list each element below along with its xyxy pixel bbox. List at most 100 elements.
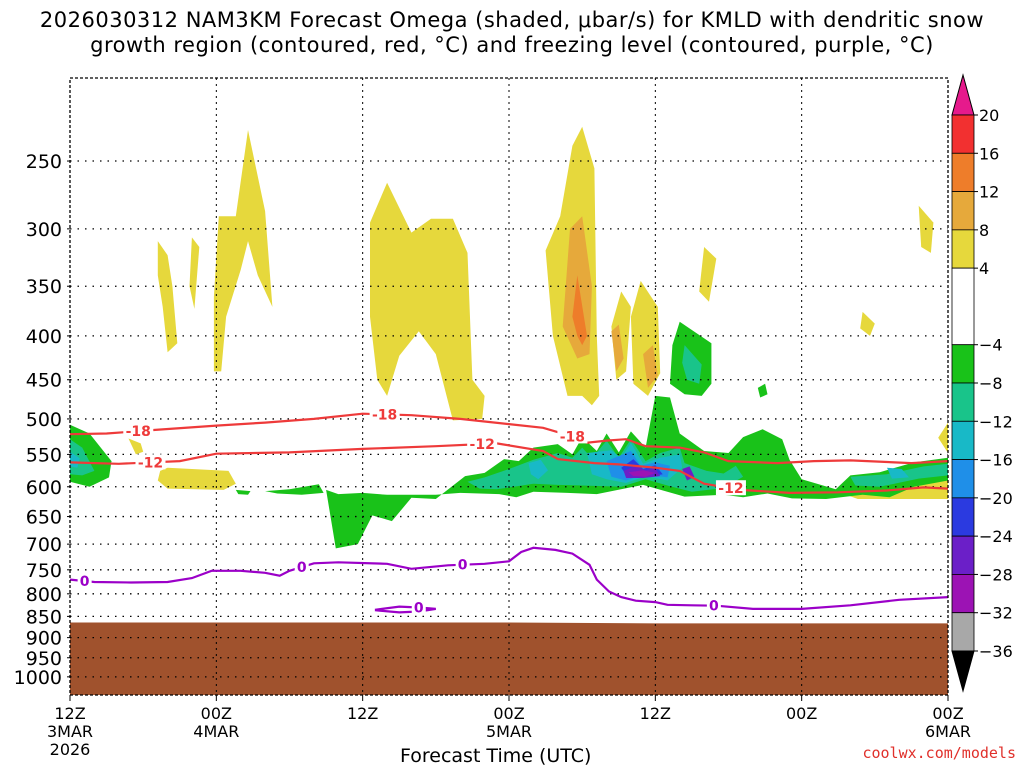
contour-label-bg: [706, 597, 721, 613]
colorbar-label--12: −12: [979, 412, 1013, 431]
colorbar-band-11: [951, 574, 975, 614]
colorbar-label-20: 20: [979, 106, 999, 125]
colorbar-band-4: [951, 267, 975, 346]
contour-label-bg: [77, 573, 92, 589]
colorbar-label-4: 4: [979, 259, 989, 278]
colorbar-band-1: [951, 152, 975, 192]
colorbar-label--4: −4: [979, 336, 1003, 355]
y-tick-label-500: 500: [26, 409, 62, 431]
contour-line-2: [69, 546, 949, 610]
x-tick-label: 00Z: [493, 704, 524, 723]
contour-label-bg: [455, 556, 470, 572]
colorbar-label-16: 16: [979, 144, 999, 163]
y-tick-label-350: 350: [26, 276, 62, 298]
colorbar-band-0: [951, 114, 975, 154]
contour-label: 0: [297, 560, 307, 576]
contour-label-bg: [135, 454, 166, 470]
x-tick-label: 3MAR: [47, 722, 93, 741]
contour-label: -12: [138, 455, 163, 471]
x-tick-label: 6MAR: [925, 722, 971, 741]
colorbar-label--20: −20: [979, 489, 1013, 508]
contour-label: 0: [80, 574, 90, 590]
y-tick-label-950: 950: [26, 648, 62, 670]
y-tick-label-700: 700: [26, 534, 62, 556]
x-tick-label: 2026: [50, 740, 91, 759]
colorbar-label--16: −16: [979, 451, 1013, 470]
y-tick-label-1000: 1000: [14, 667, 62, 689]
y-tick-label-900: 900: [26, 628, 62, 650]
contour-label-bg: [411, 599, 426, 615]
omega-region-31: [528, 459, 548, 480]
y-tick-label-600: 600: [26, 477, 62, 499]
x-tick-label: 12Z: [347, 704, 378, 723]
contour-label-bg: [123, 423, 154, 439]
omega-region-17: [643, 345, 658, 388]
plot-frame: [69, 77, 949, 696]
y-tick-label-800: 800: [26, 584, 62, 606]
y-tick-label-450: 450: [26, 370, 62, 392]
contour-line-1: [69, 442, 949, 495]
y-tick-label-650: 650: [26, 507, 62, 529]
omega-region-3: [370, 182, 485, 421]
x-tick-label: 00Z: [201, 704, 232, 723]
omega-region-11: [938, 422, 948, 453]
omega-region-33: [887, 467, 909, 479]
contour-label: -18: [560, 429, 585, 445]
chart-title-line-2: growth region (contoured, red, °C) and f…: [90, 33, 934, 57]
y-tick-label-850: 850: [26, 606, 62, 628]
omega-region-13: [157, 467, 236, 490]
colorbar-band-6: [951, 382, 975, 422]
colorbar-bottom-arrow: [951, 650, 975, 693]
colorbar-label--24: −24: [979, 527, 1013, 546]
omega-region-12: [128, 438, 144, 455]
colorbar-band-8: [951, 459, 975, 499]
contour-line-3: [374, 605, 436, 614]
contour-label: -18: [126, 424, 151, 440]
x-tick-label: 00Z: [932, 704, 963, 723]
colorbar-label-12: 12: [979, 183, 999, 202]
omega-region-38: [628, 470, 656, 477]
omega-region-25: [235, 489, 251, 495]
site-credit[interactable]: coolwx.com/models: [862, 744, 1016, 762]
colorbar-label--32: −32: [979, 604, 1013, 623]
terrain-below-ground: [70, 622, 948, 695]
plot-area: [70, 78, 948, 695]
y-tick-label-300: 300: [26, 219, 62, 241]
omega-region-23: [757, 383, 768, 398]
omega-region-28: [682, 345, 702, 384]
x-tick-label: 00Z: [786, 704, 817, 723]
x-tick-label: 4MAR: [193, 722, 239, 741]
omega-region-8: [860, 311, 875, 336]
colorbar-band-3: [951, 229, 975, 269]
omega-region-1: [189, 237, 200, 309]
y-tick-label-250: 250: [26, 151, 62, 173]
contour-label: -18: [372, 407, 397, 423]
colorbar-label--8: −8: [979, 374, 1003, 393]
contour-label-bg: [557, 428, 588, 444]
colorbar-label-8: 8: [979, 221, 989, 240]
contour-label: 0: [458, 558, 468, 574]
x-axis-title: Forecast Time (UTC): [400, 745, 592, 767]
colorbar-band-9: [951, 497, 975, 537]
omega-region-16: [611, 324, 624, 372]
contour-label-bg: [294, 559, 309, 575]
y-tick-label-750: 750: [26, 560, 62, 582]
omega-region-24: [265, 484, 324, 495]
colorbar-label--36: −36: [979, 642, 1013, 661]
colorbar-band-5: [951, 344, 975, 384]
contour-label: 0: [414, 601, 424, 617]
x-tick-label: 12Z: [640, 704, 671, 723]
colorbar-label--28: −28: [979, 565, 1013, 584]
colorbar-band-2: [951, 191, 975, 231]
contour-label: -12: [470, 437, 495, 453]
contour-label-bg: [467, 436, 498, 452]
chart-title-line-1: 2026030312 NAM3KM Forecast Omega (shaded…: [39, 8, 985, 32]
y-tick-label-400: 400: [26, 326, 62, 348]
omega-region-7: [699, 247, 717, 302]
colorbar-top-arrow: [951, 73, 975, 116]
colorbar-band-7: [951, 420, 975, 460]
x-tick-label: 12Z: [54, 704, 85, 723]
contour-label-bg: [369, 406, 400, 422]
contour-label: 0: [709, 599, 719, 615]
